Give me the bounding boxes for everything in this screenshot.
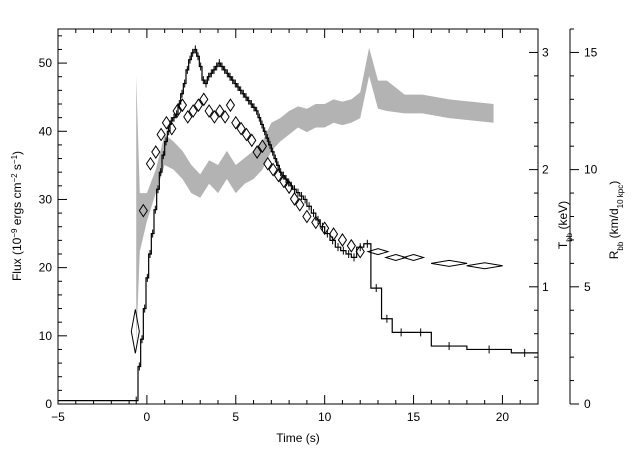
temperature-diamonds-layer xyxy=(130,92,503,354)
y-left-title-sup-b: −2 xyxy=(10,173,19,183)
temperature-point xyxy=(225,98,236,113)
y-temp-title-part-b: (keV) xyxy=(556,201,570,233)
y-radius-tick-label: 15 xyxy=(584,45,598,59)
temperature-point xyxy=(161,115,172,130)
temperature-point xyxy=(320,221,330,236)
temperature-point xyxy=(193,98,204,113)
temperature-point xyxy=(295,197,305,212)
x-tick-label: 15 xyxy=(407,410,421,424)
temperature-point xyxy=(257,139,268,154)
y-temp-title-sub-a: bb xyxy=(565,232,574,241)
y-left-tick-label: 50 xyxy=(39,56,53,70)
flux-histogram-layer xyxy=(58,45,538,405)
temperature-point xyxy=(401,253,426,262)
temperature-point xyxy=(220,109,230,124)
y-radius-tick-label: 0 xyxy=(584,397,591,411)
temperature-point xyxy=(431,259,468,267)
temperature-point xyxy=(145,156,156,171)
radius-band-layer xyxy=(136,47,494,346)
temperature-point xyxy=(289,192,300,206)
y-left-title-part-d: ) xyxy=(10,151,24,155)
temperature-point xyxy=(466,262,503,270)
x-axis-title: Time (s) xyxy=(276,431,320,445)
temperature-point xyxy=(231,115,241,130)
y-radius-title-part-c: ) xyxy=(607,181,621,185)
x-axis: −5 0 5 10 15 20 xyxy=(51,29,539,424)
y-temp-tick-label: 1 xyxy=(542,280,549,294)
y-temp-title-part-a: T xyxy=(556,241,570,249)
y-left-title-part-b: ergs cm xyxy=(10,183,24,229)
y-left-title-part-c: s xyxy=(10,164,24,173)
temperature-point xyxy=(366,248,390,256)
temperature-point xyxy=(284,180,294,195)
x-tick-label: 10 xyxy=(318,410,332,424)
temperature-point xyxy=(273,168,284,183)
x-tick-label: 5 xyxy=(232,410,239,424)
y-temperature-axis: 1 2 3 xyxy=(529,28,549,382)
y-radius-axis: 0 5 10 15 xyxy=(569,28,598,411)
temperature-point xyxy=(268,162,278,177)
y-left-title-sup-c: −1 xyxy=(10,154,19,164)
y-radius-title-part-b: (km/d xyxy=(607,208,621,241)
temperature-point xyxy=(172,104,182,118)
x-tick-label: 20 xyxy=(496,410,510,424)
y-radius-axis-title: Rbb (km/d10 kpc) xyxy=(607,181,625,260)
temperature-point xyxy=(188,104,198,118)
y-left-title-part-a: Flux (10 xyxy=(10,237,24,281)
x-tick-label: 0 xyxy=(144,410,151,424)
x-tick-label: −5 xyxy=(51,410,65,424)
temperature-point xyxy=(199,92,209,107)
temperature-point xyxy=(215,104,225,118)
y-left-axis: 0 10 20 30 40 50 xyxy=(39,35,67,411)
temperature-point xyxy=(311,215,321,230)
plot-area xyxy=(57,28,539,405)
temperature-point xyxy=(209,109,220,124)
temperature-point xyxy=(177,98,188,113)
y-left-axis-title: Flux (10−9 ergs cm−2 s−1) xyxy=(10,151,25,281)
temperature-point xyxy=(328,227,339,241)
y-radius-title-part-a: R xyxy=(607,250,621,259)
y-left-tick-label: 20 xyxy=(39,261,53,275)
temperature-point xyxy=(138,203,148,218)
temperature-point xyxy=(130,309,140,354)
plot-frame xyxy=(57,28,539,405)
temperature-point xyxy=(346,238,356,253)
temperature-point xyxy=(252,145,262,159)
temperature-point xyxy=(384,253,408,262)
y-left-tick-label: 30 xyxy=(39,192,53,206)
y-left-tick-label: 10 xyxy=(39,329,53,343)
temperature-point xyxy=(156,127,166,142)
y-left-tick-label: 0 xyxy=(45,397,52,411)
temperature-point xyxy=(279,174,289,189)
y-left-title-sup-a: −9 xyxy=(10,228,19,238)
y-temp-tick-label: 3 xyxy=(542,45,549,59)
y-radius-title-sub-b: 10 kpc xyxy=(616,185,625,209)
y-left-tick-label: 40 xyxy=(39,124,53,138)
radius-band xyxy=(136,47,494,346)
y-temperature-axis-title: Tbb (keV) xyxy=(556,201,574,249)
temperature-point xyxy=(302,209,312,224)
temperature-point xyxy=(247,133,257,148)
y-temp-tick-label: 2 xyxy=(542,163,549,177)
temperature-point xyxy=(337,233,348,247)
temperature-point xyxy=(151,145,161,159)
y-radius-tick-label: 10 xyxy=(584,163,598,177)
y-radius-tick-label: 5 xyxy=(584,280,591,294)
temperature-point xyxy=(183,109,193,124)
temperature-point xyxy=(263,156,273,171)
temperature-point xyxy=(241,127,252,142)
temperature-point xyxy=(355,244,365,259)
temperature-point xyxy=(236,121,246,136)
temperature-point xyxy=(204,104,214,118)
y-radius-title-sub-a: bb xyxy=(616,241,625,250)
temperature-point xyxy=(167,121,177,136)
